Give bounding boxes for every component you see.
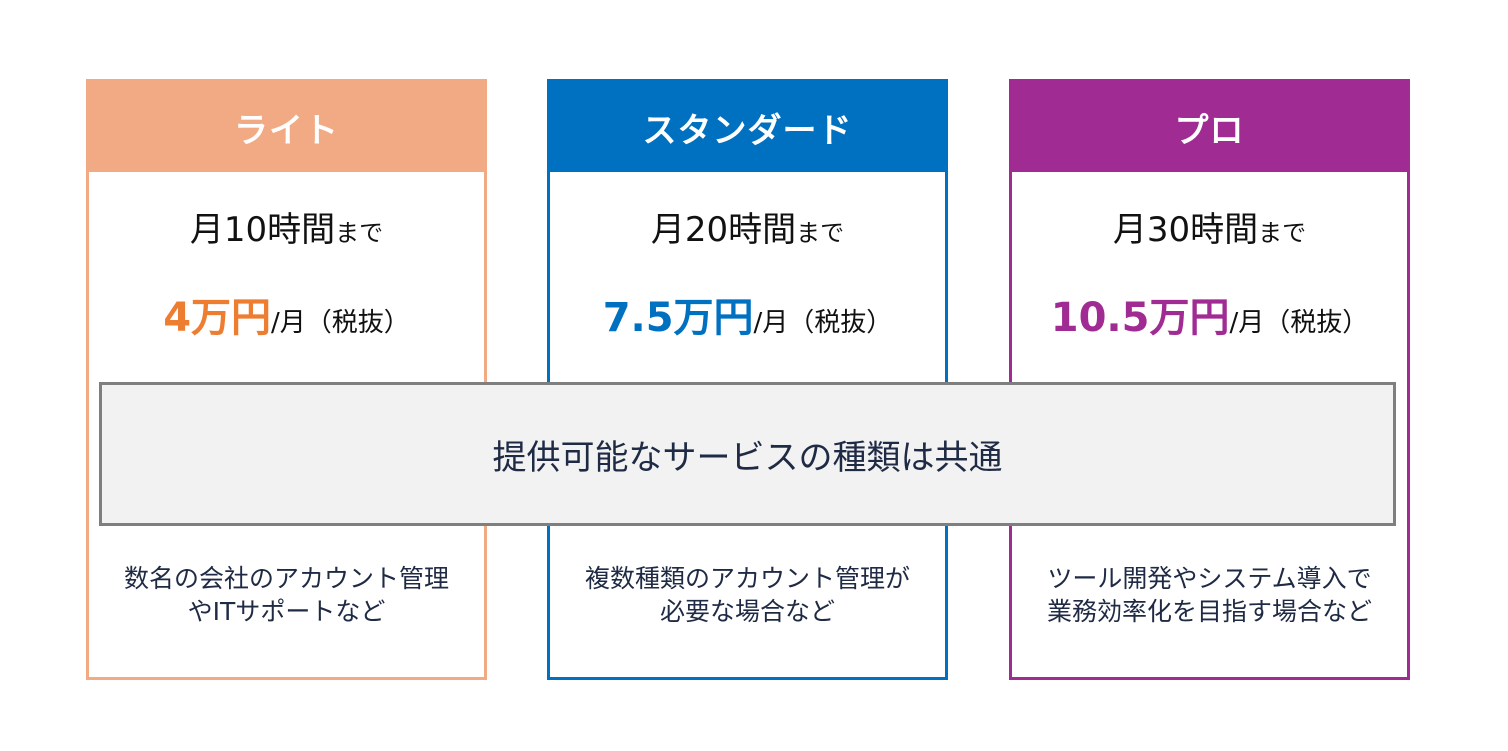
- plan-hours: 月30時間まで: [1012, 202, 1407, 251]
- hours-value: 月20時間: [650, 210, 797, 250]
- hours-suffix: まで: [1258, 219, 1307, 247]
- price-amount: 7.5万円: [602, 295, 754, 341]
- hours-suffix: まで: [335, 219, 384, 247]
- plan-card-pro: プロ 月30時間まで 10.5万円/月（税抜） ツール開発やシステム導入で 業務…: [1009, 79, 1410, 680]
- plan-name: スタンダード: [642, 110, 853, 151]
- price-unit: /月（税抜）: [1229, 308, 1369, 338]
- plan-description: 複数種類のアカウント管理が 必要な場合など: [550, 562, 945, 628]
- plan-name: ライト: [234, 110, 339, 151]
- price-unit: /月（税抜）: [753, 308, 893, 338]
- description-line: 数名の会社のアカウント管理: [123, 564, 449, 593]
- plan-header-lite: ライト: [89, 82, 484, 172]
- plan-price: 7.5万円/月（税抜）: [550, 285, 945, 343]
- price-amount: 4万円: [163, 295, 272, 341]
- hours-suffix: まで: [796, 219, 845, 247]
- plan-header-standard: スタンダード: [550, 82, 945, 172]
- description-line: ツール開発やシステム導入で: [1047, 564, 1372, 593]
- description-line: やITサポートなど: [187, 597, 386, 626]
- plan-header-pro: プロ: [1012, 82, 1407, 172]
- plan-card-lite: ライト 月10時間まで 4万円/月（税抜） 数名の会社のアカウント管理 やITサ…: [86, 79, 487, 680]
- plan-price: 10.5万円/月（税抜）: [1012, 285, 1407, 343]
- plan-hours: 月10時間まで: [89, 202, 484, 251]
- description-line: 業務効率化を目指す場合など: [1046, 597, 1372, 626]
- description-line: 必要な場合など: [659, 597, 835, 626]
- common-services-band: 提供可能なサービスの種類は共通: [99, 382, 1396, 526]
- description-line: 複数種類のアカウント管理が: [584, 564, 910, 593]
- plan-price: 4万円/月（税抜）: [89, 285, 484, 343]
- plan-name: プロ: [1174, 110, 1245, 151]
- hours-value: 月30時間: [1112, 210, 1259, 250]
- price-unit: /月（税抜）: [271, 308, 410, 338]
- plan-card-standard: スタンダード 月20時間まで 7.5万円/月（税抜） 複数種類のアカウント管理が…: [547, 79, 948, 680]
- hours-value: 月10時間: [189, 210, 336, 250]
- plan-description: ツール開発やシステム導入で 業務効率化を目指す場合など: [1012, 562, 1407, 628]
- plan-description: 数名の会社のアカウント管理 やITサポートなど: [89, 562, 484, 628]
- plan-hours: 月20時間まで: [550, 202, 945, 251]
- price-amount: 10.5万円: [1050, 295, 1230, 341]
- common-services-text: 提供可能なサービスの種類は共通: [492, 437, 1003, 478]
